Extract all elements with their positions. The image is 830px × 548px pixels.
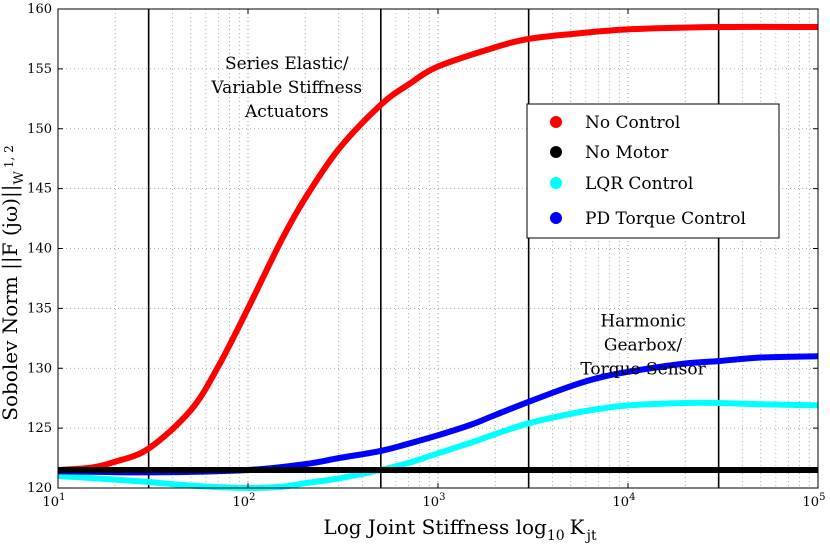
legend-marker-no-motor [550,146,562,158]
y-tick-label: 120 [27,481,52,496]
legend-label-pd-torque-control: PD Torque Control [585,209,746,229]
y-tick-label: 135 [27,301,52,316]
y-axis-label: Sobolev Norm ||F (jω)||W 1, 2 [0,145,27,420]
y-axis-label-sup: 1, 2 [2,145,16,168]
legend-marker-lqr-control [550,177,562,189]
y-axis-label-main: Sobolev Norm ||F (jω)|| [0,185,23,421]
y-tick-label: 150 [27,122,52,137]
y-tick-label: 160 [27,2,52,17]
x-axis-label-mid: K [570,515,586,539]
series-line-lqr-control [57,399,819,492]
series-layer [57,23,819,492]
x-axis-label-sub2: jt [585,528,597,544]
y-tick-label: 130 [27,361,52,376]
legend-label-no-control: No Control [585,113,680,133]
annotation-line: Series Elastic/ [225,54,349,74]
legend-marker-pd-torque-control [550,212,562,224]
annotation-layer: Series Elastic/Variable Stiffness Actuato… [210,54,706,379]
tick-layer: 120 125 130 135 140 145 150 155 160 101 102 103 104 1… [27,2,825,510]
x-tick-label: 102 [233,492,256,510]
legend-label-lqr-control: LQR Control [585,174,693,194]
x-tick-label: 104 [613,492,636,510]
annotation-line: Variable Stiffness [210,78,362,98]
legend-label-no-motor: No Motor [585,143,669,163]
x-tick-label: 103 [423,492,446,510]
y-axis-label-sub: W [12,171,27,185]
annotation-line: Actuators [244,102,329,122]
y-tick-label: 145 [27,182,52,197]
region-lines [147,9,720,488]
y-tick-label: 155 [27,62,52,77]
grid-layer [58,9,819,488]
y-tick-label: 125 [27,421,52,436]
legend-marker-no-control [550,116,562,128]
series-line-no-control [57,23,819,473]
x-tick-label: 101 [43,492,66,510]
x-axis-label-sub1: 10 [547,528,565,544]
annotation-line: Torque Sensor [580,359,706,379]
legend-box [526,103,780,239]
x-axis-label-main: Log Joint Stiffness log [323,515,547,539]
legend: No Control No Motor LQR Control PD Torque C… [526,103,780,239]
annotation-line: Harmonic [600,311,685,331]
x-tick-label: 105 [803,492,826,510]
y-tick-label: 140 [27,242,52,257]
annotation-line: Gearbox/ [604,335,683,355]
